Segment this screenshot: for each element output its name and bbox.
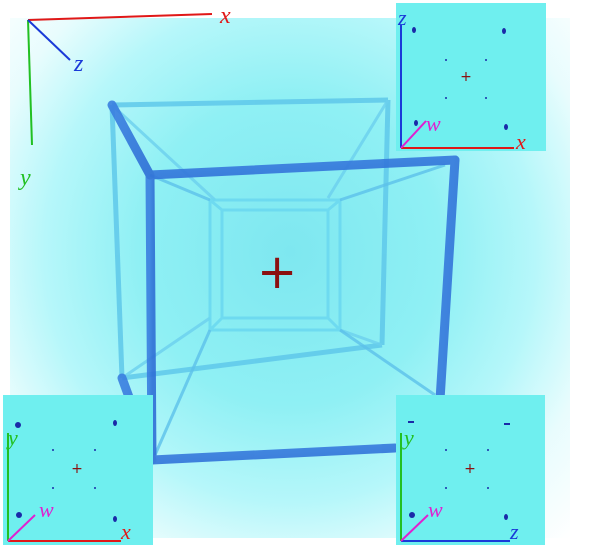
x-axis-label: x <box>220 4 231 28</box>
y-axis-line <box>28 20 32 145</box>
x-axis-line <box>28 14 212 20</box>
inset-xz-projection[interactable]: + z w x <box>396 3 546 151</box>
inset-xy-projection[interactable]: + y w x <box>3 395 153 545</box>
z-axis-line <box>28 20 70 60</box>
inset-zy-y-label: y <box>404 427 414 449</box>
inset-zy-projection[interactable]: + y w z <box>396 395 545 545</box>
svg-text:+: + <box>71 461 83 477</box>
inset-xy-x-label: x <box>121 521 131 543</box>
inset-zy-z-label: z <box>510 521 519 543</box>
inset-xz-x-label: x <box>516 131 526 151</box>
z-axis-label: z <box>74 52 83 76</box>
inset-xz-w-label: w <box>426 113 441 135</box>
inset-xz-z-label: z <box>398 7 407 29</box>
svg-text:+: + <box>460 69 472 85</box>
svg-text:+: + <box>464 461 476 477</box>
y-axis-label: y <box>20 166 31 190</box>
inset-xy-w-label: w <box>39 499 54 521</box>
main-axes-gizmo <box>0 0 240 160</box>
inset-xy-y-label: y <box>8 427 18 449</box>
center-crosshair-icon: + <box>257 248 297 296</box>
inset-zy-w-label: w <box>428 499 443 521</box>
